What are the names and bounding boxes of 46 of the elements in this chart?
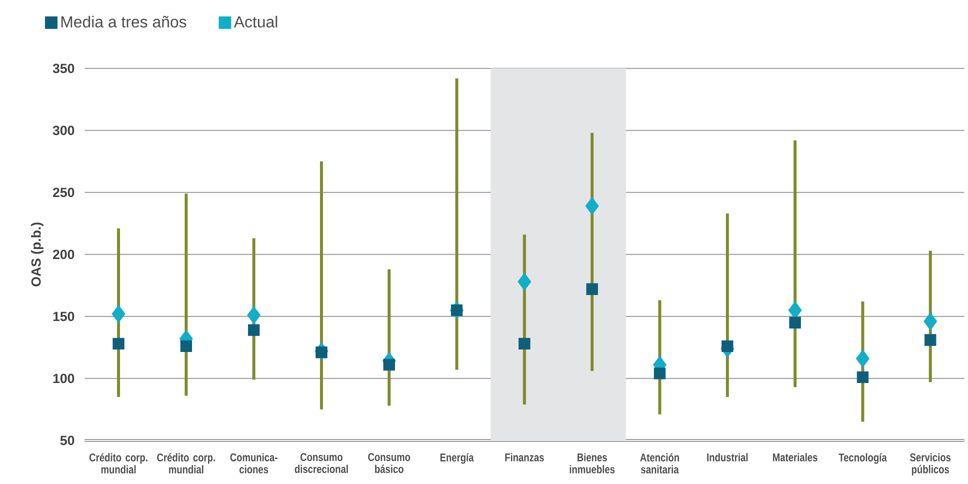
x-tick-label: Materiales	[773, 452, 818, 462]
y-tick-label: 300	[52, 126, 74, 136]
point	[654, 367, 666, 380]
point	[789, 316, 801, 328]
x-tick-label: Atención sanitaria	[640, 452, 679, 474]
point	[856, 371, 869, 383]
legend-label: Actual	[234, 16, 278, 28]
point	[112, 304, 126, 323]
point	[450, 304, 463, 316]
point	[585, 197, 599, 215]
y-tick-label: 50	[60, 436, 74, 445]
y-tick-label: 350	[52, 64, 74, 74]
point	[586, 283, 598, 295]
x-tick-label: Crédito corp. mundial	[157, 452, 215, 474]
x-tick-label: Bienes inmuebles	[570, 452, 615, 474]
y-tick-label: 250	[52, 188, 74, 197]
x-tick-label: Finanzas	[505, 452, 544, 462]
point	[722, 340, 734, 352]
point	[383, 358, 395, 370]
point	[112, 338, 124, 350]
legend-label: Media a tres años	[61, 16, 186, 28]
bar	[455, 78, 458, 370]
point	[518, 272, 532, 290]
x-tick-label: Crédito corp. mundial	[89, 452, 148, 474]
point	[247, 306, 261, 324]
x-tick-label: Energía	[440, 452, 474, 464]
x-tick-label: Industrial	[707, 452, 748, 462]
point	[788, 301, 802, 319]
bar	[726, 213, 729, 397]
y-tick-label: 150	[53, 312, 74, 321]
x-tick-label: Consumo básico	[368, 452, 410, 473]
point	[518, 338, 530, 350]
point	[924, 334, 936, 346]
point	[180, 340, 192, 352]
point	[316, 346, 328, 358]
point	[924, 312, 938, 330]
bar	[320, 161, 323, 410]
x-tick-label: Consumo discrecional	[294, 452, 348, 473]
y-tick-label: 200	[52, 250, 74, 259]
y-tick-label: 100	[53, 374, 74, 383]
x-tick-label: Servicios públicos	[910, 452, 951, 476]
x-tick-label: Comunica- ciones	[230, 452, 278, 474]
point	[248, 324, 260, 336]
x-tick-label: Tecnología	[838, 452, 887, 464]
y-axis-title: OAS (p.b.)	[31, 222, 44, 286]
point	[856, 350, 870, 368]
